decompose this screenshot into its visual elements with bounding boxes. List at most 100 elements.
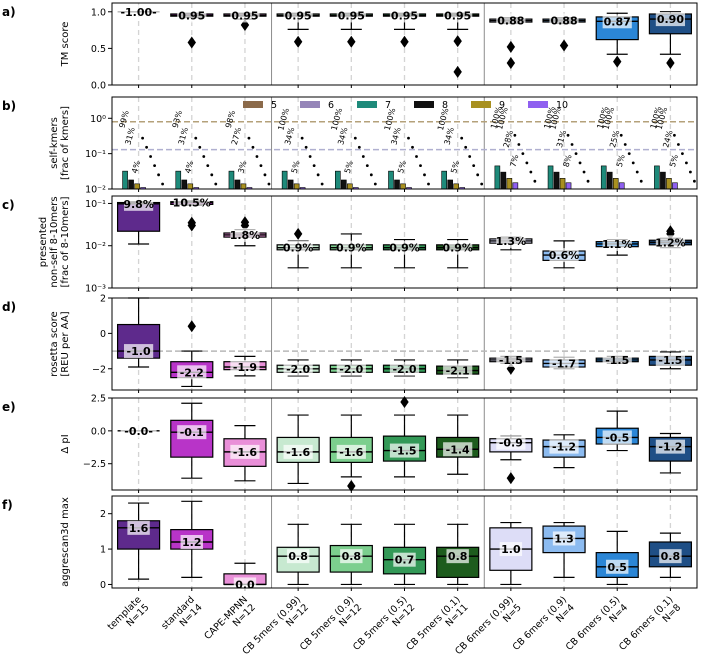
kmer-bar xyxy=(666,178,672,190)
median-value-label: 0.9% xyxy=(336,242,367,255)
median-value-label: -2.0 xyxy=(339,363,363,376)
median-value-label: 1.3 xyxy=(554,532,574,545)
box-CB 5mers (0.9): -2.0 xyxy=(329,359,373,377)
kmer-bar xyxy=(447,179,453,190)
box-CB 5mers (0.1): 0.9% xyxy=(436,238,480,269)
kmer-bar xyxy=(559,178,566,190)
kmer-point xyxy=(320,182,324,186)
outlier-marker xyxy=(453,65,462,78)
label-backdrop xyxy=(230,360,260,374)
outlier-marker xyxy=(293,227,303,240)
median-value-label: 0.88 xyxy=(550,15,577,28)
kmer-point xyxy=(639,179,643,183)
box-CB 5mers (0.99): 0.8 xyxy=(276,523,320,586)
x-tick-label: CB 6mers (0.1)N=8 xyxy=(617,594,683,660)
box-template: 9.8% xyxy=(116,196,161,245)
kmer-bar xyxy=(606,171,613,190)
box-CB 6mers (0.9): 1.3 xyxy=(542,521,586,578)
median-value-label: 0.5 xyxy=(607,561,627,574)
panel-label: a) xyxy=(2,5,16,19)
kmer-percent-label: 8% xyxy=(562,153,574,168)
median-value-label: 0.8 xyxy=(288,550,308,563)
label-backdrop xyxy=(552,531,576,546)
label-backdrop xyxy=(389,443,420,458)
kmer-bar xyxy=(187,183,194,190)
label-backdrop xyxy=(496,435,526,450)
kmer-percent-label: 5% xyxy=(449,159,461,174)
label-backdrop xyxy=(655,12,686,27)
kmer-point xyxy=(685,161,688,165)
kmer-point xyxy=(263,173,267,177)
kmer-bar xyxy=(341,179,347,190)
kmer-group-CAPE-MPNN: 98%27%3% xyxy=(224,109,271,190)
kmer-point xyxy=(259,164,263,168)
x-tick-label: CB 5mers (0.9)N=12 xyxy=(298,594,364,660)
kmer-point xyxy=(251,145,255,149)
kmer-bar xyxy=(553,171,560,190)
y-tick-label: 0.0 xyxy=(91,426,106,437)
box-standard: -0.1 xyxy=(170,402,214,479)
kmer-percent-label: 5% xyxy=(290,159,302,174)
label-backdrop xyxy=(655,235,686,250)
kmer-bar xyxy=(500,171,507,190)
kmer-point xyxy=(312,164,316,168)
kmer-bar xyxy=(347,183,353,190)
median-value-label: 0.90 xyxy=(657,13,684,26)
box-CB 6mers (0.9): 0.88 xyxy=(542,13,586,52)
box-standard: -2.2 xyxy=(170,320,214,388)
box-CB 6mers (0.99): 1.3% xyxy=(489,233,533,251)
box-CB 5mers (0.9): 0.9% xyxy=(329,233,373,269)
median-value-label: -0.9 xyxy=(499,437,523,450)
label-backdrop xyxy=(389,361,420,376)
label-backdrop xyxy=(443,8,473,23)
median-value-label: 0.88 xyxy=(497,15,524,28)
box-CB 6mers (0.5): -1.5 xyxy=(595,352,639,367)
outlier-marker xyxy=(400,395,409,408)
box-CB 6mers (0.1): -1.2 xyxy=(648,432,693,474)
kmer-point xyxy=(407,136,410,140)
kmer-point xyxy=(525,161,529,165)
median-value-label: -2.2 xyxy=(180,366,204,379)
kmer-point xyxy=(214,182,218,186)
box-CB 6mers (0.5): -0.5 xyxy=(595,410,639,452)
kmer-point xyxy=(673,133,676,137)
kmer-point xyxy=(681,152,684,156)
panel-a: 0.0 0.5 1.0 a) TM score -1.00- 0.95 0.95 0.95 0.9… xyxy=(2,3,697,92)
kmer-point xyxy=(365,164,369,168)
label-backdrop xyxy=(602,352,632,367)
kmer-point xyxy=(631,161,635,165)
kmer-percent-label: 5% xyxy=(343,159,355,174)
kmer-point xyxy=(529,170,533,174)
axes-border xyxy=(111,495,698,589)
panel-label: f) xyxy=(2,498,13,512)
kmer-bar xyxy=(175,170,182,190)
kmer-point xyxy=(161,182,164,186)
median-value-label: 0.9% xyxy=(389,242,420,255)
kmer-point xyxy=(247,136,251,140)
box-CB 6mers (0.1): 0.8 xyxy=(648,532,693,578)
kmer-point xyxy=(464,145,468,149)
kmer-point xyxy=(415,155,418,158)
y-tick-label: 10⁻³ xyxy=(85,284,106,295)
box-CB 6mers (0.99): 0.88 xyxy=(489,13,533,70)
kmer-point xyxy=(141,136,144,140)
median-value-label: -1.6 xyxy=(233,446,257,459)
label-backdrop xyxy=(336,361,366,376)
median-value-label: 0.95 xyxy=(178,9,205,22)
kmer-point xyxy=(574,152,578,156)
median-value-label: 1.3% xyxy=(496,235,527,248)
outlier-marker xyxy=(347,480,356,493)
kmer-point xyxy=(472,164,476,168)
axes-border xyxy=(111,96,698,190)
legend-swatch xyxy=(528,101,548,108)
box-CB 5mers (0.5): -2.0 xyxy=(382,359,427,377)
label-backdrop xyxy=(655,439,686,454)
box-standard: 0.95 xyxy=(170,8,214,49)
kmer-percent-label: 3% xyxy=(237,159,249,174)
box-CB 5mers (0.1): 0.8 xyxy=(436,523,480,586)
kmer-percent-label: 7% xyxy=(508,153,520,168)
y-tick-label: 1.0 xyxy=(91,7,106,18)
label-backdrop xyxy=(496,233,526,248)
median-value-label: 9.8% xyxy=(123,198,154,211)
kmer-point xyxy=(521,152,525,156)
